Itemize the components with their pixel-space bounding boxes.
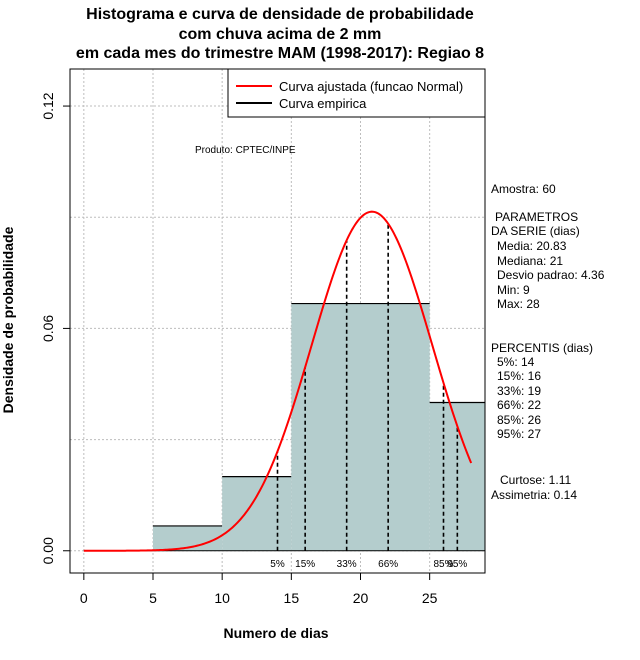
stat-max: Max: 28 [497,297,540,311]
x-axis-title: Numero de dias [223,625,328,641]
y-tick-label: 0.12 [40,92,56,119]
chart-title-line-3: em cada mes do trimestre MAM (1998-2017)… [75,45,485,62]
stat-media: Media: 20.83 [497,239,567,253]
fitted-normal-curve [83,210,473,552]
y-axis-title: Densidade de probabilidade [0,226,16,413]
histogram-bar [429,402,485,551]
histogram-bars [153,302,485,551]
stat-desvio: Desvio padrao: 4.36 [497,268,605,282]
percentile-label: 85% [433,559,453,570]
x-tick-label: 5 [149,590,157,606]
chart-title-line-1: Histograma e curva de densidade de proba… [86,6,474,23]
x-tick-label: 25 [422,590,438,606]
x-tick-label: 0 [80,590,88,606]
histogram-bar [360,303,430,551]
legend-label-empirical: Curva empirica [279,96,367,111]
percentile-label: 95% [447,559,467,570]
stat-curtose: Curtose: 1.11 [500,473,572,487]
sample-size: Amostra: 60 [491,182,556,196]
x-tick-label: 15 [284,590,300,606]
stat-p85: 85%: 26 [497,413,542,427]
percentile-label: 33% [337,559,357,570]
stat-p15: 15%: 16 [497,369,542,383]
percentile-label: 66% [378,559,398,570]
stat-p66: 66%: 22 [497,398,542,412]
legend: Curva ajustada (funcao Normal) Curva empi… [227,68,486,118]
y-tick-label: 0.00 [40,537,56,564]
stat-p33: 33%: 19 [497,384,542,398]
percentile-label: 5% [270,559,285,570]
stat-p95: 95%: 27 [497,427,542,441]
params-title-1: PARAMETROS [495,210,579,224]
histogram-bar [222,476,292,551]
histogram-bar [291,303,361,551]
y-tick-label: 0.06 [40,315,56,342]
chart-title-line-2: com chuva acima de 2 mm [178,26,382,43]
legend-label-fitted: Curva ajustada (funcao Normal) [279,79,463,94]
stat-min: Min: 9 [497,283,530,297]
percentis-title: PERCENTIS (dias) [491,341,594,355]
product-label: Produto: CPTEC/INPE [195,145,296,156]
stat-assimetria: Assimetria: 0.14 [491,488,578,502]
legend-box [227,68,486,118]
params-title-2: DA SERIE (dias) [491,224,580,238]
x-tick-label: 10 [214,590,230,606]
stat-p5: 5%: 14 [497,355,535,369]
x-tick-label: 20 [353,590,369,606]
stat-mediana: Mediana: 21 [497,254,564,268]
percentile-label: 15% [295,559,315,570]
